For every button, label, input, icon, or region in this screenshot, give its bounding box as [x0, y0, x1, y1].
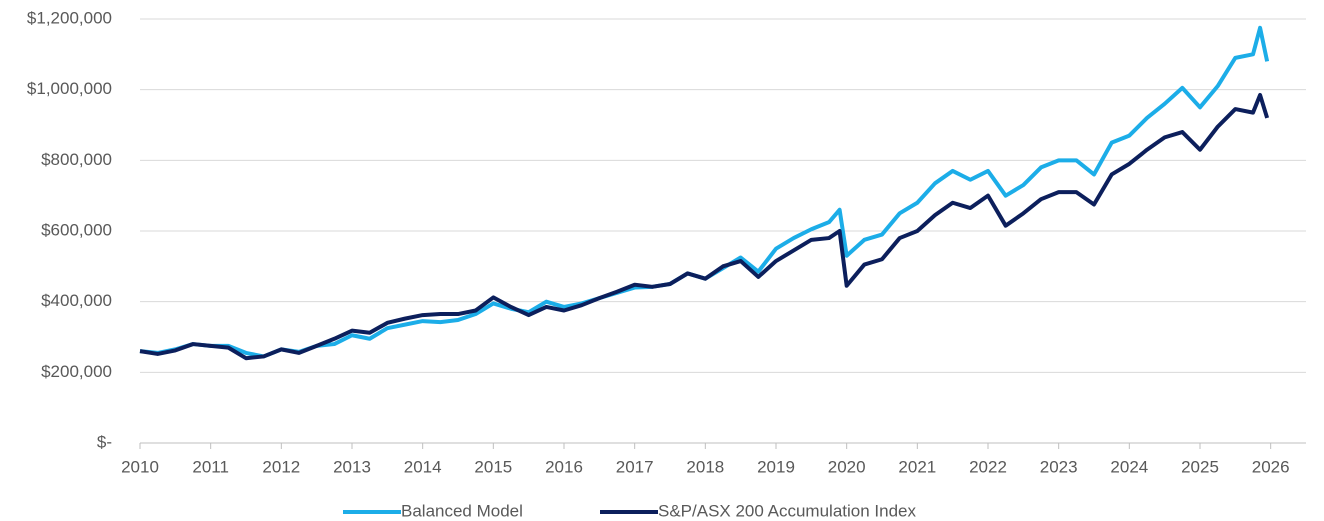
x-tick-label: 2011 [192, 457, 229, 476]
x-tick-label: 2017 [616, 457, 654, 476]
x-tick-label: 2020 [828, 457, 866, 476]
x-tick-label: 2013 [333, 457, 371, 476]
series-line [139, 92, 1270, 361]
y-tick-label: $800,000 [41, 150, 112, 169]
x-tick-label: 2010 [121, 457, 159, 476]
x-tick-label: 2022 [969, 457, 1007, 476]
legend-label: Balanced Model [401, 501, 523, 520]
y-tick-label: $200,000 [41, 362, 112, 381]
x-tick-label: 2023 [1040, 457, 1078, 476]
x-tick-label: 2016 [545, 457, 583, 476]
series-line [139, 25, 1270, 359]
x-tick-label: 2012 [262, 457, 300, 476]
legend-label: S&P/ASX 200 Accumulation Index [658, 501, 916, 520]
x-tick-label: 2021 [898, 457, 936, 476]
y-tick-label: $- [97, 432, 112, 451]
y-tick-label: $1,200,000 [27, 8, 112, 27]
x-tick-label: 2014 [404, 457, 442, 476]
x-tick-label: 2018 [686, 457, 724, 476]
x-tick-label: 2019 [757, 457, 795, 476]
x-tick-label: 2025 [1181, 457, 1219, 476]
x-tick-label: 2024 [1110, 457, 1148, 476]
x-tick-label: 2015 [474, 457, 512, 476]
y-tick-label: $400,000 [41, 291, 112, 310]
y-tick-label: $600,000 [41, 220, 112, 239]
y-tick-label: $1,000,000 [27, 79, 112, 98]
x-tick-label: 2026 [1252, 457, 1290, 476]
